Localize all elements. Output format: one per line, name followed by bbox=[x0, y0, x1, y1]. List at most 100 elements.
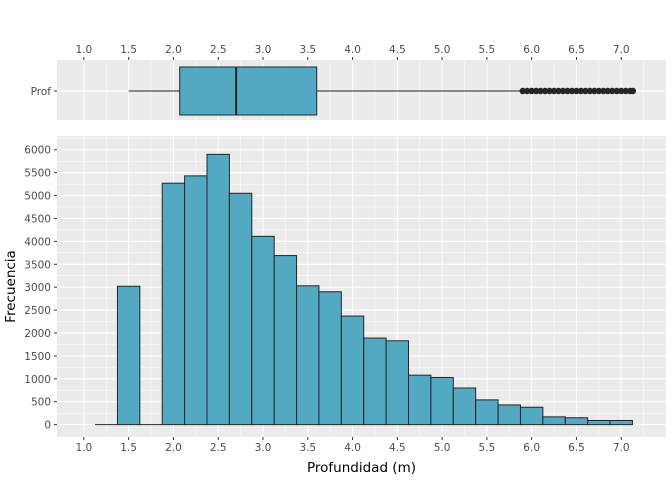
boxplot-outlier-point bbox=[613, 87, 620, 95]
y-axis-title: Frecuencia bbox=[3, 250, 19, 323]
boxplot-x-tick-label: 6.0 bbox=[523, 44, 540, 56]
boxplot-y-axis: Prof bbox=[31, 86, 57, 98]
histogram-bar bbox=[587, 420, 611, 426]
histogram-gridlines bbox=[57, 136, 666, 437]
histogram-bar bbox=[564, 417, 589, 426]
boxplot-outlier-point bbox=[555, 87, 562, 95]
histogram-y-tick-label: 6000 bbox=[24, 145, 51, 157]
boxplot-outlier-point bbox=[559, 87, 567, 95]
boxplot-outlier-point bbox=[595, 87, 603, 95]
histogram-panel: 1.0 1.5 2.0 2.5 3.0 3.5 4.0 4.5 5.0 5.5 6.0 6.5 7.0 … bbox=[3, 136, 666, 476]
histogram-bar bbox=[475, 399, 499, 426]
histogram-y-tick-label: 4000 bbox=[24, 236, 51, 248]
boxplot-x-axis: 1.0 1.5 2.0 2.5 3.0 3.5 4.0 4.5 5.0 5.5 6.0 6.5 7.0 bbox=[76, 44, 630, 60]
histogram-bars bbox=[95, 153, 633, 426]
histogram-x-axis: 1.0 1.5 2.0 2.5 3.0 3.5 4.0 4.5 5.0 5.5 6.0 6.5 7.0 bbox=[76, 437, 630, 454]
boxplot-outlier-point bbox=[550, 87, 558, 95]
boxplot-outlier-point bbox=[537, 87, 544, 95]
histogram-x-tick-label: 3.0 bbox=[255, 442, 272, 454]
x-axis-title: Profundidad (m) bbox=[307, 460, 416, 476]
histogram-y-tick-label: 2500 bbox=[24, 305, 51, 317]
histogram-bar bbox=[340, 315, 365, 426]
histogram-x-tick-label: 4.0 bbox=[344, 442, 361, 454]
histogram-bar bbox=[430, 376, 454, 426]
boxplot-x-tick-label: 3.0 bbox=[255, 44, 272, 56]
boxplot-x-tick-label: 1.5 bbox=[120, 44, 137, 56]
histogram-y-tick-label: 2000 bbox=[24, 328, 51, 340]
histogram-bar bbox=[408, 374, 432, 426]
histogram-y-tick-label: 1000 bbox=[24, 374, 51, 386]
boxplot-x-tick-label: 1.0 bbox=[76, 44, 93, 56]
histogram-y-tick-label: 5500 bbox=[24, 168, 51, 180]
boxplot-outlier-point bbox=[586, 87, 594, 95]
boxplot-x-tick-label: 7.0 bbox=[613, 44, 630, 56]
histogram-bar bbox=[609, 420, 633, 426]
boxplot-outlier-point bbox=[618, 87, 625, 95]
boxplot-x-tick-label: 2.5 bbox=[210, 44, 227, 56]
boxplot-x-tick-label: 5.5 bbox=[479, 44, 496, 56]
histogram-x-tick-label: 6.5 bbox=[568, 442, 585, 454]
histogram-y-tick-label: 3500 bbox=[24, 259, 51, 271]
histogram-y-tick-label: 500 bbox=[31, 397, 51, 409]
histogram-x-tick-label: 4.5 bbox=[389, 442, 406, 454]
histogram-x-tick-label: 1.5 bbox=[120, 442, 137, 454]
histogram-bar bbox=[161, 182, 186, 426]
histogram-x-tick-label: 5.5 bbox=[479, 442, 496, 454]
boxplot-category-label: Prof bbox=[31, 86, 52, 98]
boxplot-x-tick-label: 6.5 bbox=[568, 44, 585, 56]
boxplot-outlier-point bbox=[528, 87, 535, 95]
histogram-bar bbox=[296, 285, 320, 426]
boxplot-x-tick-label: 3.5 bbox=[299, 44, 316, 56]
boxplot-x-tick-label: 2.0 bbox=[165, 44, 182, 56]
histogram-y-tick-label: 4500 bbox=[24, 213, 51, 225]
histogram-bar bbox=[452, 387, 477, 426]
histogram-bar bbox=[497, 404, 521, 426]
boxplot-outlier-point bbox=[568, 87, 576, 95]
boxplot-outlier-point bbox=[600, 87, 607, 95]
boxplot-x-tick-label: 4.5 bbox=[389, 44, 406, 56]
histogram-bar bbox=[251, 235, 275, 426]
boxplot-outlier-point bbox=[582, 87, 589, 95]
boxplot-outlier-point bbox=[564, 87, 571, 95]
boxplot-panel: 1.0 1.5 2.0 2.5 3.0 3.5 4.0 4.5 5.0 5.5 6.0 6.5 7.0 … bbox=[31, 44, 666, 120]
histogram-y-tick-label: 0 bbox=[44, 420, 51, 432]
histogram-x-tick-label: 5.0 bbox=[434, 442, 451, 454]
boxplot-outlier-point bbox=[609, 87, 616, 95]
boxplot-marks bbox=[128, 66, 637, 116]
boxplot-x-tick-label: 5.0 bbox=[434, 44, 451, 56]
histogram-x-tick-label: 1.0 bbox=[76, 442, 93, 454]
histogram-y-tick-label: 3000 bbox=[24, 282, 51, 294]
boxplot-outlier-point bbox=[541, 87, 549, 95]
histogram-x-tick-label: 6.0 bbox=[523, 442, 540, 454]
histogram-bar bbox=[273, 255, 298, 426]
histogram-x-tick-label: 2.0 bbox=[165, 442, 182, 454]
boxplot-outlier-point bbox=[604, 87, 611, 95]
boxplot-outlier-point bbox=[546, 87, 553, 95]
boxplot-box bbox=[179, 66, 318, 116]
histogram-y-tick-label: 1500 bbox=[24, 351, 51, 363]
histogram-bar bbox=[206, 153, 230, 426]
histogram-x-tick-label: 7.0 bbox=[613, 442, 630, 454]
histogram-bar bbox=[542, 416, 566, 426]
boxplot-outlier-point bbox=[519, 87, 526, 95]
histogram-y-tick-label: 5000 bbox=[24, 191, 51, 203]
histogram-y-axis: 0 500 1000 1500 2000 2500 3000 3500 4000 4500 5000… bbox=[24, 145, 57, 432]
histogram-x-tick-label: 3.5 bbox=[299, 442, 316, 454]
histogram-bar bbox=[318, 291, 342, 426]
boxplot-outlier-point bbox=[573, 87, 580, 95]
histogram-bar bbox=[184, 175, 208, 426]
histogram-x-tick-label: 2.5 bbox=[210, 442, 227, 454]
histogram-bar bbox=[385, 340, 410, 426]
histogram-bar bbox=[228, 192, 253, 426]
boxplot-outlier-point bbox=[577, 87, 585, 95]
boxplot-outlier-point bbox=[629, 87, 637, 95]
boxplot-outlier-point bbox=[523, 87, 531, 95]
boxplot-outlier-point bbox=[532, 87, 540, 95]
boxplot-x-tick-label: 4.0 bbox=[344, 44, 361, 56]
histogram-bar bbox=[519, 406, 544, 426]
boxplot-outlier-point bbox=[591, 87, 598, 95]
boxplot-outlier-point bbox=[622, 87, 629, 95]
histogram-bar bbox=[363, 337, 387, 426]
histogram-bar bbox=[116, 285, 141, 426]
